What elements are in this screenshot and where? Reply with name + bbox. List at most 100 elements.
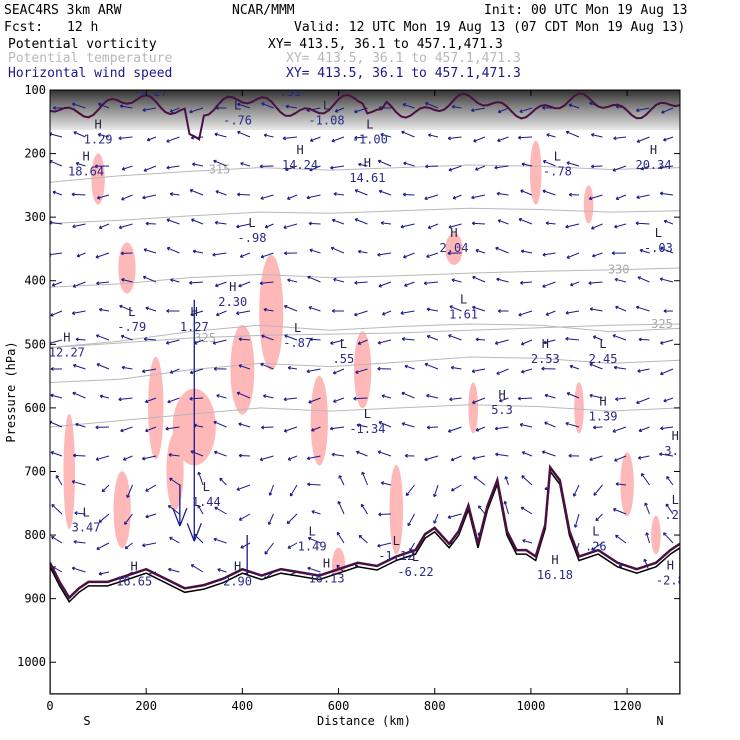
wind-vector-arrow [427, 133, 439, 138]
pv-extremum-type: L [308, 525, 315, 539]
wind-vector-arrow [660, 246, 674, 254]
wind-vector-arrow [215, 281, 227, 288]
wind-vector-arrow [401, 391, 415, 399]
wind-vector-arrow [263, 133, 274, 138]
wind-vector-arrow [308, 397, 321, 404]
wind-vector-arrow [143, 337, 157, 342]
wind-vector-arrow [259, 281, 274, 286]
wind-vector-arrow [285, 104, 298, 109]
pv-extremum-type: L [340, 337, 347, 351]
wind-vector-arrow [55, 475, 63, 486]
wind-vector-arrow [588, 194, 603, 201]
wind-vector-arrow [165, 426, 180, 431]
wind-vector-arrow [287, 542, 298, 549]
pv-extremum-value: 14.24 [282, 158, 318, 172]
wind-vector-arrow [121, 165, 133, 171]
wind-vector-arrow [213, 159, 227, 167]
pv-extremum-type: L [203, 480, 210, 494]
wind-vector-arrow [544, 421, 556, 428]
pv-shading-blob [353, 331, 372, 409]
pv-shading-blob [230, 324, 255, 415]
wind-vector-arrow [471, 368, 486, 374]
wind-vector-arrow [98, 571, 110, 576]
pv-extremum-type: L [599, 337, 606, 351]
wind-vector-arrow [358, 534, 368, 544]
wind-vector-arrow [566, 392, 580, 399]
wind-vector-arrow [76, 252, 86, 258]
wind-vector-arrow [306, 455, 321, 461]
wind-vector-arrow [241, 716, 250, 719]
wind-vector-arrow [614, 455, 627, 462]
legend-wind-xy: XY= 413.5, 36.1 to 457.1,471.3 [286, 66, 521, 81]
wind-vector-arrow [124, 513, 133, 525]
wind-vector-arrow [309, 248, 321, 254]
pv-extremum-type: L [323, 99, 330, 113]
wind-vector-arrow [520, 280, 533, 285]
wind-vector-arrow [472, 397, 486, 404]
wind-vector-arrow [645, 532, 650, 544]
wind-vector-arrow [402, 103, 415, 109]
wind-vector-arrow [640, 165, 650, 171]
wind-vector-arrow [380, 221, 392, 225]
wind-vector-arrow [496, 191, 509, 196]
wind-vector-arrow [499, 397, 509, 403]
wind-vector-arrow [98, 307, 110, 312]
wind-vector-arrow [478, 505, 486, 515]
wind-vector-arrow [214, 506, 227, 515]
wind-vector-arrow [121, 365, 133, 370]
wind-vector-arrow [565, 421, 580, 428]
wind-vector-arrow [592, 252, 603, 258]
legend-theta-xy: XY= 413.5, 36.1 to 457.1,471.3 [286, 51, 521, 66]
wind-vector-arrow [122, 455, 133, 461]
wind-vector-arrow [121, 194, 133, 201]
wind-vector-arrow [521, 162, 533, 167]
wind-vector-arrow [520, 368, 533, 374]
pv-extremum-value: 1.29 [84, 133, 113, 147]
wind-vector-arrow [543, 339, 556, 345]
wind-vector-arrow [166, 218, 180, 225]
wind-vector-arrow [542, 281, 556, 288]
wind-vector-arrow [360, 503, 368, 515]
pv-shading-blob [166, 433, 184, 510]
wind-vector-arrow [309, 337, 321, 342]
wind-vector-arrow [287, 365, 298, 370]
wind-vector-arrow [213, 366, 227, 371]
wind-vector-arrow [52, 106, 62, 110]
x-tick-label: 1200 [613, 699, 642, 713]
wind-vector-arrow [545, 221, 556, 226]
wind-vector-arrow [192, 249, 204, 254]
wind-vector-arrow [357, 249, 368, 254]
wind-vector-arrow [497, 219, 509, 225]
wind-vector-arrow [267, 513, 274, 526]
pv-extremum-value: -.03 [644, 241, 673, 255]
wind-vector-arrow [264, 223, 274, 229]
pv-extremum-type: L [592, 525, 599, 539]
pv-shading-blob [574, 382, 584, 434]
wind-vector-arrow [331, 136, 345, 143]
pv-extremum-type: L [393, 534, 400, 548]
wind-vector-arrow [471, 221, 486, 226]
wind-vector-arrow [168, 452, 180, 457]
wind-vector-arrow [268, 484, 274, 496]
wind-vector-arrow [307, 536, 321, 544]
wind-vector-arrow [542, 717, 555, 720]
init-time: Init: 00 UTC Mon 19 Aug 13 [484, 3, 688, 18]
wind-vector-arrow [663, 708, 673, 717]
wind-vector-arrow [98, 513, 110, 523]
wind-vector-arrow [401, 130, 415, 138]
wind-vector-arrow [377, 450, 392, 457]
wind-vector-arrow [636, 194, 650, 200]
pv-extremum-type: L [366, 118, 373, 132]
wind-vector-arrow [95, 455, 110, 461]
wind-vector-arrow [566, 252, 580, 259]
pv-extremum-type: L [248, 216, 255, 230]
x-tick-label: 0 [46, 699, 53, 713]
wind-vector-arrow [433, 484, 439, 498]
wind-vector-arrow [475, 712, 485, 717]
wind-vector-arrow [172, 484, 188, 527]
wind-vector-arrow [330, 165, 345, 170]
wind-vector-arrow [663, 219, 674, 225]
wind-vector-arrow [306, 368, 321, 374]
wind-vector-arrow [565, 336, 580, 341]
